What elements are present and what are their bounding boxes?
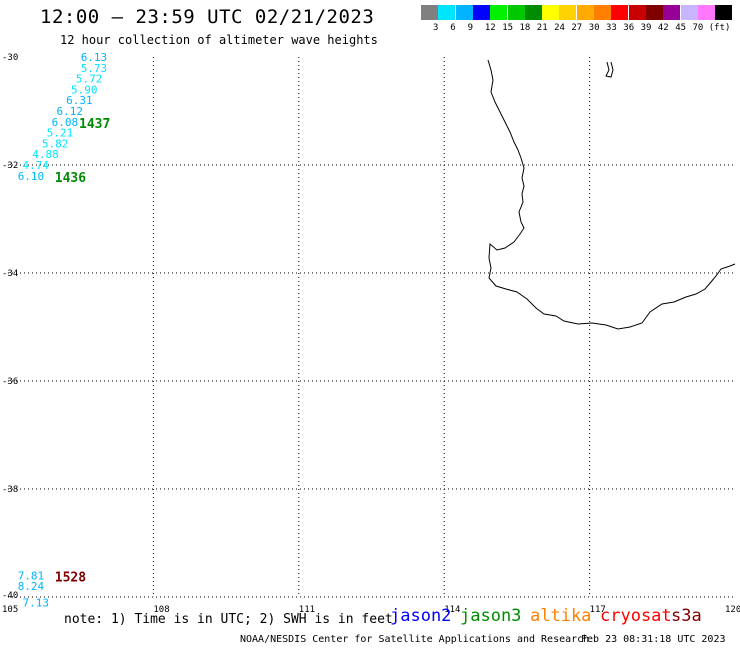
footer-timestamp: Feb 23 08:31:18 UTC 2023 [581,634,726,645]
longitude-tick-label: 120 [725,605,740,615]
wave-height-value: 7.13 [23,596,50,609]
latitude-tick-label: -40 [2,591,18,601]
map-subtitle: 12 hour collection of altimeter wave hei… [60,33,378,47]
color-swatch [663,5,681,20]
color-swatch [490,5,508,20]
units-note: note: 1) Time is in UTC; 2) SWH is in fe… [64,612,393,627]
satellite-legend-item: s3a [671,606,702,626]
longitude-tick-label: 117 [590,605,606,615]
latitude-tick-label: -30 [2,53,18,63]
color-scale-label: 12 [484,23,496,33]
color-scale-label: 15 [502,23,514,33]
color-swatch [542,5,560,20]
color-swatch [611,5,629,20]
color-swatch [680,5,698,20]
color-swatch [559,5,577,20]
color-scale-label: 21 [536,23,548,33]
color-swatch [472,5,490,20]
satellite-legend-item: altika [530,606,592,626]
longitude-tick-label: 111 [299,605,315,615]
wave-height-value: 5.73 [81,62,108,75]
latitude-tick-label: -36 [2,377,18,387]
map-title: 12:00 – 23:59 UTC 02/21/2023 [40,6,375,28]
wave-height-value: 6.08 [52,116,78,129]
color-swatch [715,5,733,20]
color-scale-label: 39 [640,23,652,33]
pass-number-label: 1528 [55,570,86,585]
footer-credit: NOAA/NESDIS Center for Satellite Applica… [240,634,590,645]
color-scale-label: 33 [606,23,617,33]
color-swatch [594,5,611,20]
longitude-tick-label: 105 [2,605,18,615]
rottnest-island [605,61,614,78]
color-swatch [507,5,525,20]
wave-height-value: 5.82 [42,137,69,150]
wave-height-value: 6.12 [56,105,83,118]
australia-coastline [487,59,736,330]
satellite-legend-item: jason2 [390,606,452,626]
wave-height-value: 4.88 [32,148,59,161]
pass-number-label: 1436 [55,171,86,186]
longitude-tick-label: 108 [153,605,169,615]
satellite-legend-item: cryosat [600,606,672,626]
color-swatch [524,5,542,20]
color-swatch [576,5,594,20]
wave-height-value: 7.81 [18,569,45,582]
wave-height-value: 8.24 [18,580,45,593]
color-scale-label: 70 (ft) [692,23,731,33]
longitude-tick-label: 114 [444,605,460,615]
color-scale-label: 27 [571,23,583,33]
color-scale-label: 36 [623,23,635,33]
color-swatch [645,5,663,20]
latitude-tick-label: -34 [2,269,18,279]
color-swatch [455,5,473,20]
color-scale-label: 9 [467,23,474,33]
latitude-tick-label: -38 [2,485,18,495]
wave-height-value: 6.10 [18,170,45,183]
color-scale-label: 24 [554,23,565,33]
color-swatch [438,5,456,20]
wave-height-value: 5.72 [76,73,103,86]
color-scale-label: 18 [519,23,531,33]
color-swatch [697,5,715,20]
color-scale-label: 45 [675,23,687,33]
color-scale-label: 42 [657,23,669,33]
latitude-tick-label: -32 [2,161,18,171]
wave-height-value: 6.13 [81,51,108,64]
color-swatch [628,5,646,20]
color-scale-label: 6 [450,23,456,33]
color-swatch [421,5,438,20]
wave-height-value: 5.21 [47,127,73,140]
wave-height-value: 5.90 [71,83,98,96]
pass-number-label: 1437 [79,117,110,132]
satellite-legend-item: jason3 [460,606,522,626]
wave-height-value: 6.31 [66,94,93,107]
color-scale-label: 3 [433,23,439,33]
wave-height-value: 4.74 [23,159,50,172]
color-scale-label: 30 [588,23,600,33]
